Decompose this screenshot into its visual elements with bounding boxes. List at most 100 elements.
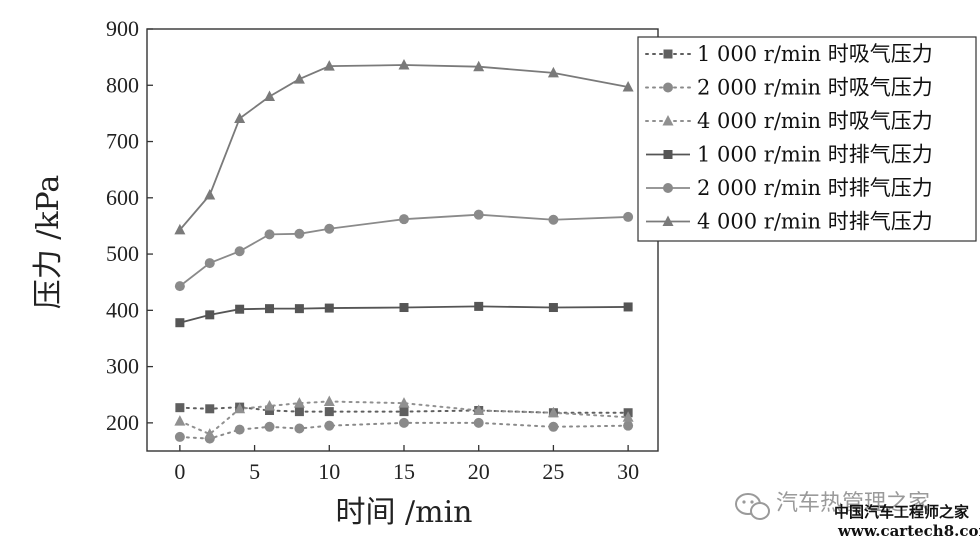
y-tick-label: 600 — [106, 185, 139, 210]
watermark-site-name: 中国汽车工程师之家 — [834, 503, 969, 521]
x-tick-label: 0 — [174, 459, 185, 484]
series-6 — [174, 59, 634, 235]
data-point — [623, 420, 634, 431]
data-point — [204, 258, 215, 269]
series-5 — [174, 209, 634, 292]
legend-marker — [662, 215, 674, 226]
data-point — [548, 421, 559, 432]
y-tick-label: 800 — [106, 72, 139, 97]
watermark-brand: 汽车热管理之家 — [776, 491, 930, 516]
data-point — [547, 406, 559, 418]
x-tick-label: 5 — [249, 459, 260, 484]
data-point — [234, 424, 245, 435]
data-point — [264, 90, 276, 102]
legend-marker — [662, 115, 674, 126]
data-point — [323, 395, 335, 406]
legend-item: 2 000 r/min 时吸气压力 — [645, 76, 933, 100]
data-point — [204, 188, 216, 200]
x-tick-label: 15 — [393, 459, 415, 484]
legend-item: 1 000 r/min 时吸气压力 — [645, 42, 933, 66]
y-tick-label: 900 — [106, 16, 139, 41]
data-point — [264, 229, 275, 240]
legend-marker — [663, 49, 673, 59]
legend-label: 2 000 r/min 时排气压力 — [697, 176, 933, 200]
series-line — [178, 421, 630, 440]
series-line — [179, 64, 629, 231]
legend: 1 000 r/min 时吸气压力 2 000 r/min 时吸气压力 4 000 … — [637, 36, 977, 242]
data-point — [324, 223, 335, 234]
data-point — [235, 304, 245, 314]
series-line — [178, 400, 630, 436]
series-layer — [174, 59, 634, 444]
data-point — [174, 415, 186, 426]
data-point — [294, 407, 304, 417]
legend-label: 4 000 r/min 时排气压力 — [697, 210, 933, 234]
x-axis-title: 时间 /min — [335, 495, 472, 530]
legend-label: 2 000 r/min 时吸气压力 — [697, 76, 933, 100]
legend-box — [637, 36, 977, 242]
data-point — [548, 214, 559, 225]
data-point — [324, 303, 334, 313]
legend-marker — [663, 150, 673, 159]
data-point — [399, 303, 409, 313]
x-tick-label: 10 — [318, 459, 340, 484]
data-point — [324, 407, 334, 417]
data-point — [294, 228, 305, 239]
data-point — [398, 59, 410, 70]
legend-label: 1 000 r/min 时排气压力 — [697, 143, 933, 167]
data-point — [548, 303, 558, 313]
watermark-url: www.cartech8.com — [837, 522, 980, 540]
y-tick-label: 300 — [106, 354, 139, 379]
data-point — [265, 405, 275, 415]
data-point — [205, 404, 215, 414]
wechat-icon — [735, 493, 770, 520]
data-point — [474, 301, 484, 311]
data-point — [293, 397, 305, 408]
data-point — [473, 209, 484, 220]
watermark: 汽车热管理之家 中国汽车工程师之家 www.cartech8.com — [735, 491, 980, 540]
x-tick-label: 25 — [542, 459, 564, 484]
y-axis-title: 压力 /kPa — [31, 175, 66, 310]
data-point — [547, 66, 559, 78]
x-tick-label: 20 — [468, 459, 490, 484]
legend-items: 1 000 r/min 时吸气压力 2 000 r/min 时吸气压力 4 000 … — [645, 42, 933, 234]
data-point — [323, 60, 335, 71]
data-point — [204, 428, 216, 439]
data-point — [398, 397, 410, 408]
legend-item: 1 000 r/min 时排气压力 — [646, 143, 933, 167]
data-point — [175, 403, 185, 413]
legend-marker — [663, 183, 673, 193]
series-line — [179, 213, 629, 287]
data-point — [473, 404, 485, 415]
series-4 — [175, 301, 633, 328]
data-point — [264, 399, 276, 411]
data-point — [265, 304, 275, 314]
legend-label: 4 000 r/min 时吸气压力 — [697, 109, 933, 133]
data-point — [205, 310, 215, 320]
data-point — [264, 421, 275, 432]
plot-frame — [146, 28, 659, 452]
data-point — [174, 431, 185, 442]
series-line — [178, 406, 630, 414]
data-point — [324, 420, 335, 431]
y-tick-label: 400 — [106, 297, 139, 322]
data-point — [623, 302, 633, 312]
series-3 — [174, 395, 634, 439]
x-tick-label: 30 — [617, 459, 639, 484]
data-point — [398, 417, 409, 428]
data-point — [473, 60, 485, 72]
legend-item: 4 000 r/min 时吸气压力 — [645, 109, 933, 133]
data-point — [234, 112, 246, 123]
plot-area — [146, 28, 659, 452]
data-point — [294, 304, 304, 314]
series-2 — [174, 417, 634, 444]
data-point — [623, 211, 634, 222]
data-point — [473, 417, 484, 428]
legend-label: 1 000 r/min 时吸气压力 — [697, 42, 933, 66]
data-point — [174, 281, 185, 292]
legend-marker — [663, 82, 673, 93]
data-point — [234, 246, 245, 257]
y-tick-label: 700 — [106, 129, 139, 154]
series-line — [179, 305, 629, 324]
